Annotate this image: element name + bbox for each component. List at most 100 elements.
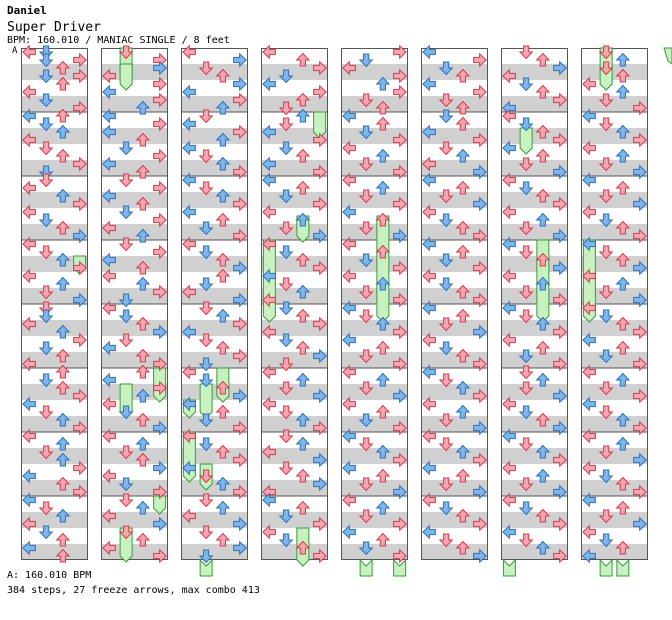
beat-stripe (21, 416, 88, 432)
step-arrow-left (582, 172, 596, 188)
chart-column-8 (581, 45, 648, 577)
beat-stripe (581, 384, 648, 400)
step-arrow-up (455, 444, 471, 459)
beat-stripe (261, 416, 328, 432)
step-arrow-right (553, 164, 567, 180)
step-arrow-down (518, 77, 534, 92)
beat-stripe (21, 224, 88, 240)
step-arrow-up (615, 412, 631, 427)
step-arrow-right (633, 196, 647, 212)
step-arrow-down (278, 69, 294, 84)
freeze-arrow-up (616, 558, 630, 577)
step-arrow-down (438, 373, 454, 388)
step-arrow-right (73, 228, 87, 244)
step-arrow-left (182, 116, 196, 132)
step-arrow-right (393, 388, 407, 404)
step-arrow-left (22, 204, 36, 220)
beat-stripe (581, 448, 648, 464)
step-arrow-left (342, 524, 356, 540)
step-arrow-left (422, 76, 436, 92)
step-arrow-right (553, 260, 567, 276)
step-arrow-left (262, 364, 276, 380)
step-arrow-up (615, 372, 631, 387)
beat-stripe (261, 352, 328, 368)
beat-stripe (501, 224, 568, 240)
step-arrow-down (118, 141, 134, 156)
step-arrow-left (422, 524, 436, 540)
beat-stripe (21, 64, 88, 80)
step-arrow-left (262, 204, 276, 220)
beat-stripe (21, 448, 88, 464)
beat-stripe (421, 512, 488, 528)
step-arrow-up (215, 380, 231, 395)
step-arrow-right (313, 84, 327, 100)
step-arrow-down (358, 253, 374, 268)
step-arrow-up (55, 188, 71, 203)
step-arrow-right (473, 420, 487, 436)
step-arrow-left (262, 324, 276, 340)
beat-stripe (21, 96, 88, 112)
step-arrow-down (438, 189, 454, 204)
beat-stripe (421, 384, 488, 400)
beat-stripe (421, 224, 488, 240)
step-arrow-right (73, 332, 87, 348)
beat-stripe (421, 288, 488, 304)
step-arrow-left (422, 236, 436, 252)
step-arrow-down (38, 53, 54, 68)
beat-stripe (341, 448, 408, 464)
step-arrow-down (438, 141, 454, 156)
step-arrow-up (535, 148, 551, 163)
step-arrow-left (342, 364, 356, 380)
step-arrow-left (582, 236, 596, 252)
step-arrow-down (598, 469, 614, 484)
step-arrow-down (198, 357, 214, 372)
step-arrow-left (502, 172, 516, 188)
step-arrow-left (502, 236, 516, 252)
step-arrow-right (233, 92, 247, 108)
step-arrow-up (295, 252, 311, 267)
step-arrow-right (553, 324, 567, 340)
beat-stripe (421, 256, 488, 272)
step-arrow-right (473, 196, 487, 212)
step-arrow-up (455, 244, 471, 259)
step-arrow-right (473, 452, 487, 468)
step-arrow-up (55, 148, 71, 163)
step-arrow-down (118, 405, 134, 420)
step-arrow-down (38, 525, 54, 540)
step-arrow-up (375, 340, 391, 355)
step-arrow-left (422, 364, 436, 380)
step-arrow-right (553, 548, 567, 564)
step-arrow-left (582, 492, 596, 508)
step-arrow-up (215, 268, 231, 283)
step-arrow-left (102, 108, 116, 124)
step-arrow-right (73, 484, 87, 500)
step-arrow-down (38, 501, 54, 516)
step-arrow-up (135, 436, 151, 451)
column-border (581, 48, 648, 560)
step-arrow-down (38, 245, 54, 260)
step-arrow-down (518, 437, 534, 452)
step-arrow-left (262, 76, 276, 92)
step-arrow-down (118, 309, 134, 324)
beat-stripe (181, 352, 248, 368)
step-arrow-up (375, 148, 391, 163)
step-arrow-left (262, 492, 276, 508)
step-arrow-up (455, 348, 471, 363)
beat-stripe (101, 512, 168, 528)
step-arrow-left (22, 132, 36, 148)
step-arrow-right (473, 484, 487, 500)
beat-stripe (101, 448, 168, 464)
step-arrow-right (633, 132, 647, 148)
step-arrow-down (278, 277, 294, 292)
step-arrow-left (262, 444, 276, 460)
step-arrow-down (518, 221, 534, 236)
step-arrow-down (598, 93, 614, 108)
step-arrow-left (422, 44, 436, 60)
step-arrow-left (582, 332, 596, 348)
step-arrow-down (38, 173, 54, 188)
step-arrow-down (198, 181, 214, 196)
beat-stripe (421, 96, 488, 112)
beat-stripe (181, 416, 248, 432)
step-arrow-up (55, 548, 71, 563)
step-arrow-left (422, 156, 436, 172)
